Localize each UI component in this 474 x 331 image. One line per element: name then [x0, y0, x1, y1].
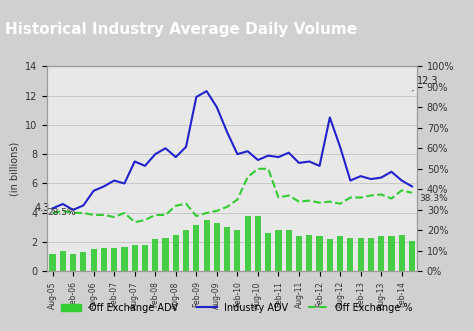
Bar	[214, 223, 220, 271]
Bar	[275, 230, 282, 271]
Bar	[60, 251, 66, 271]
Bar	[203, 220, 210, 271]
Bar	[163, 238, 169, 271]
Legend: Off Exchange ADV, Industry ADV, Off Exchange %: Off Exchange ADV, Industry ADV, Off Exch…	[57, 299, 417, 317]
Bar	[173, 235, 179, 271]
Bar	[80, 252, 86, 271]
Bar	[347, 238, 354, 271]
Bar	[70, 254, 76, 271]
Text: 28.5%: 28.5%	[47, 209, 76, 217]
Bar	[286, 230, 292, 271]
Text: Historical Industry Average Daily Volume: Historical Industry Average Daily Volume	[5, 22, 357, 37]
Bar	[337, 236, 343, 271]
Bar	[327, 239, 333, 271]
Bar	[234, 230, 240, 271]
Bar	[142, 245, 148, 271]
Bar	[91, 250, 97, 271]
Text: 12.3: 12.3	[412, 76, 438, 91]
Text: 38.3%: 38.3%	[419, 195, 448, 204]
Bar	[132, 245, 138, 271]
Bar	[152, 239, 158, 271]
Bar	[357, 238, 364, 271]
Bar	[111, 248, 117, 271]
Bar	[378, 236, 384, 271]
Bar	[121, 247, 128, 271]
Bar	[245, 216, 251, 271]
Bar	[255, 216, 261, 271]
Bar	[399, 235, 405, 271]
Bar	[368, 238, 374, 271]
Bar	[183, 230, 189, 271]
Bar	[49, 254, 55, 271]
Bar	[409, 241, 415, 271]
Bar	[265, 233, 271, 271]
Bar	[193, 224, 200, 271]
Bar	[317, 236, 323, 271]
Bar	[224, 227, 230, 271]
Bar	[388, 236, 394, 271]
Text: 4.3: 4.3	[34, 203, 49, 213]
Bar	[306, 235, 312, 271]
Y-axis label: (in billions): (in billions)	[10, 142, 20, 196]
Bar	[296, 236, 302, 271]
Bar	[101, 248, 107, 271]
